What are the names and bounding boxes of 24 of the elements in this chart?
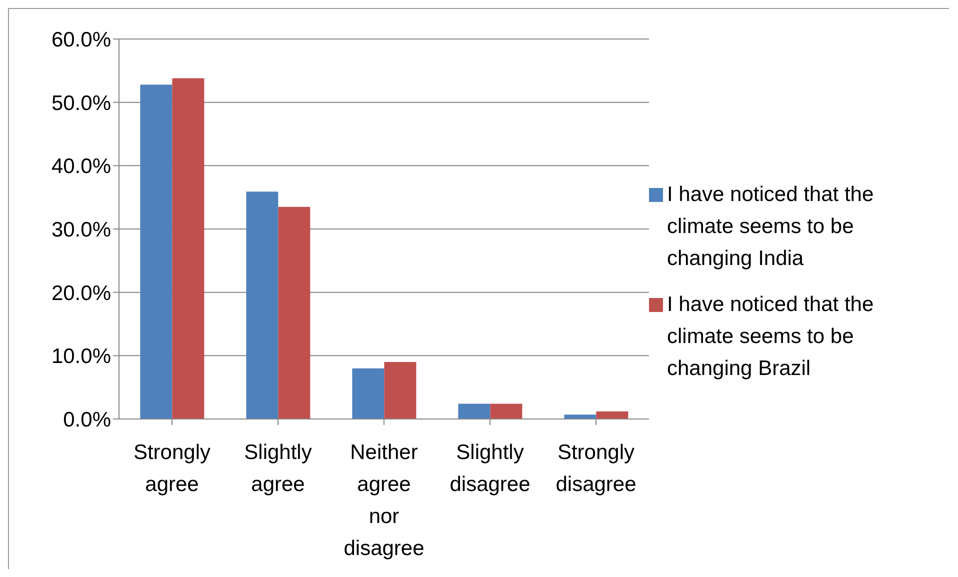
bar [246,192,278,419]
bar [172,78,204,419]
bar [140,84,172,419]
bar [352,368,384,419]
legend-label: I have noticed that the climate seems to be changing Brazil [667,292,875,382]
y-tick-label: 30.0% [51,218,111,242]
x-tick-label: Strongly agree [133,441,212,496]
bar [278,206,310,419]
y-tick-label: 10.0% [51,345,111,368]
bar [490,404,522,419]
y-tick-label: 50.0% [51,92,111,115]
bar [458,404,490,419]
legend-label: I have noticed that the climate seems to be changing India [667,182,875,272]
bar [596,411,628,419]
y-tick-label: 60.0% [51,28,111,52]
x-tick-label: Slightly disagree [450,441,530,496]
x-tick-label: Slightly agree [244,441,312,496]
y-tick-label: 40.0% [51,155,111,178]
bar [384,362,416,419]
bar [564,414,596,419]
x-tick-label: Neither agree nor disagree [344,441,424,560]
x-tick-label: Strongly disagree [556,441,636,496]
y-tick-label: 0.0% [63,408,111,432]
y-tick-label: 20.0% [51,282,111,305]
